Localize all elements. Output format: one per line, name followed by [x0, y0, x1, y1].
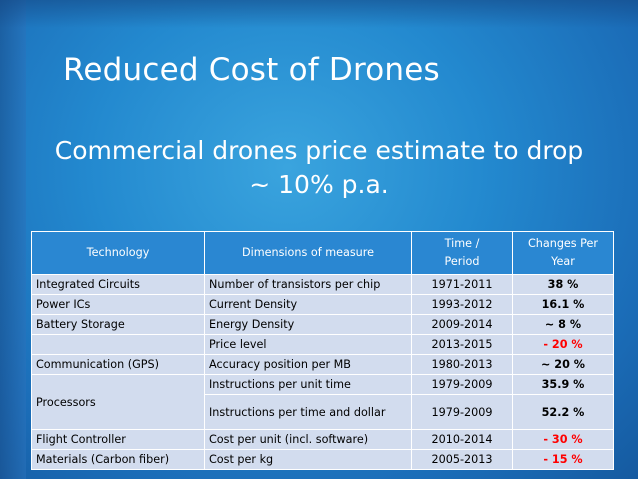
cell-period: 1979-2009	[411, 394, 513, 430]
cell-period: 1980-2013	[411, 354, 513, 375]
cell-period: 1993-2012	[411, 294, 513, 315]
subtitle-line-1: Commercial drones price estimate to drop	[54, 136, 584, 165]
cell-change: 16.1 %	[512, 294, 614, 315]
cell-change: - 15 %	[512, 449, 614, 470]
table-row: Price level 2013-2015 - 20 %	[31, 334, 614, 355]
header-dimensions: Dimensions of measure	[204, 231, 412, 275]
header-technology: Technology	[31, 231, 205, 275]
cell-dimension: Cost per kg	[204, 449, 412, 470]
cell-dimension: Current Density	[204, 294, 412, 315]
header-time-period: Time / Period	[411, 231, 513, 275]
table-header-row: Technology Dimensions of measure Time / …	[31, 231, 614, 275]
table-row: Flight Controller Cost per unit (incl. s…	[31, 429, 614, 450]
cell-technology: Processors	[31, 374, 205, 430]
cell-change: ~ 20 %	[512, 354, 614, 375]
cell-technology	[31, 334, 205, 355]
header-time-line-2: Period	[444, 255, 480, 268]
table-row: Battery Storage Energy Density 2009-2014…	[31, 314, 614, 335]
cell-period: 2013-2015	[411, 334, 513, 355]
header-time-line-1: Time /	[444, 237, 480, 250]
cell-dimension: Accuracy position per MB	[204, 354, 412, 375]
cell-dimension: Instructions per time and dollar	[204, 394, 412, 430]
cell-period: 1971-2011	[411, 274, 513, 295]
cell-change: 35.9 %	[512, 374, 614, 395]
cell-technology: Flight Controller	[31, 429, 205, 450]
cell-change: - 20 %	[512, 334, 614, 355]
table-row: Integrated Circuits Number of transistor…	[31, 274, 614, 295]
subtitle-line-2: ~ 10% p.a.	[249, 170, 389, 199]
cell-change: - 30 %	[512, 429, 614, 450]
top-decorative-band	[0, 0, 638, 28]
cell-period: 2009-2014	[411, 314, 513, 335]
cell-change: ~ 8 %	[512, 314, 614, 335]
table-row: Instructions per time and dollar 1979-20…	[32, 394, 614, 430]
slide-subtitle: Commercial drones price estimate to drop…	[30, 134, 608, 202]
header-changes-per-year: Changes Per Year	[512, 231, 614, 275]
cell-technology: Integrated Circuits	[31, 274, 205, 295]
cell-change: 52.2 %	[512, 394, 614, 430]
header-changes-line-2: Year	[551, 255, 575, 268]
cell-technology: Materials (Carbon fiber)	[31, 449, 205, 470]
slide-title: Reduced Cost of Drones	[63, 52, 440, 88]
table-row: Power ICs Current Density 1993-2012 16.1…	[31, 294, 614, 315]
drone-cost-table: Technology Dimensions of measure Time / …	[31, 231, 614, 470]
table-row: Processors Instructions per unit time 19…	[31, 374, 614, 430]
cell-period: 1979-2009	[411, 374, 513, 395]
cell-period: 2005-2013	[411, 449, 513, 470]
cell-technology: Communication (GPS)	[31, 354, 205, 375]
cell-dimension: Price level	[204, 334, 412, 355]
table-row: Communication (GPS) Accuracy position pe…	[31, 354, 614, 375]
cell-dimension: Energy Density	[204, 314, 412, 335]
left-decorative-band	[0, 0, 26, 479]
header-changes-line-1: Changes Per	[527, 237, 599, 250]
cell-dimension: Instructions per unit time	[204, 374, 412, 395]
cell-change: 38 %	[512, 274, 614, 295]
cell-period: 2010-2014	[411, 429, 513, 450]
table-row: Materials (Carbon fiber) Cost per kg 200…	[31, 449, 614, 470]
cell-dimension: Number of transistors per chip	[204, 274, 412, 295]
cell-technology: Power ICs	[31, 294, 205, 315]
cell-technology: Battery Storage	[31, 314, 205, 335]
cell-dimension: Cost per unit (incl. software)	[204, 429, 412, 450]
